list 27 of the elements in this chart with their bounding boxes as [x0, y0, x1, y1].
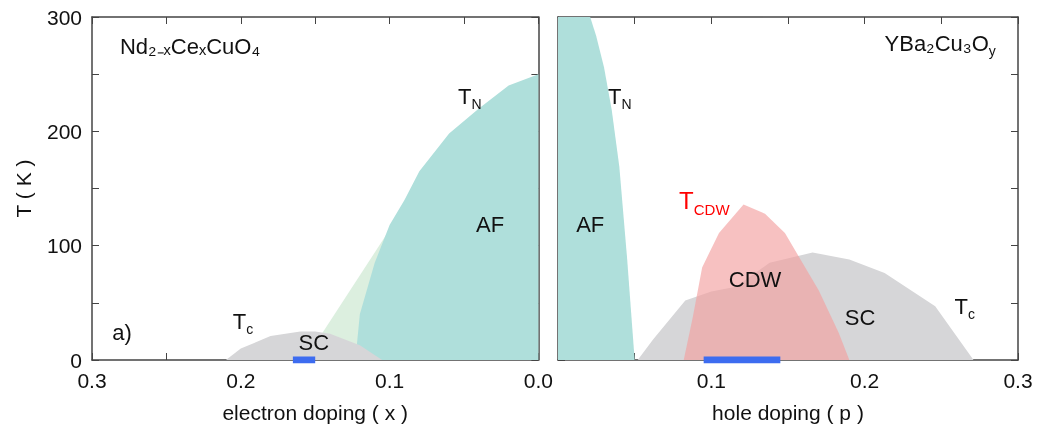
annotation: SC [298, 329, 330, 356]
annotation: YBa₂Cu₃O$_{y}$ [884, 30, 996, 60]
x-tick-label: 0.3 [1003, 369, 1033, 392]
annotation: T$_{N}$ [458, 83, 482, 113]
annotation: AF [576, 211, 605, 238]
x-tick-label: 0.1 [696, 369, 726, 392]
x-axis-title: electron doping ( x ) [222, 401, 409, 424]
annotation: AF [476, 211, 505, 238]
annotation: T$_{c}$ [232, 308, 254, 338]
series-label: T$_{CDW}$ [679, 186, 730, 218]
annotation: T$_{c}$ [954, 293, 975, 323]
x-tick-label: 0.0 [523, 369, 554, 392]
y-tick-label: 0 [70, 348, 82, 372]
y-tick-label: 100 [46, 234, 82, 258]
x-axis-title: hole doping ( p ) [712, 401, 864, 424]
x-tick-label: 0.2 [850, 369, 880, 392]
annotation: SC [844, 305, 876, 332]
annotation: Nd₂₋ₓCeₓCuO₄ [119, 33, 261, 61]
x-tick-label: 0.1 [375, 369, 405, 392]
x-tick-label: 0.3 [77, 369, 107, 392]
annotation: CDW [728, 267, 782, 294]
y-tick-label: 300 [46, 5, 82, 29]
y-tick-label: 200 [46, 119, 82, 143]
annotation: a) [112, 319, 132, 346]
y-axis-title: T ( K ) [12, 159, 35, 218]
x-tick-label: 0.2 [226, 369, 256, 392]
annotation: T$_{N}$ [608, 83, 632, 113]
